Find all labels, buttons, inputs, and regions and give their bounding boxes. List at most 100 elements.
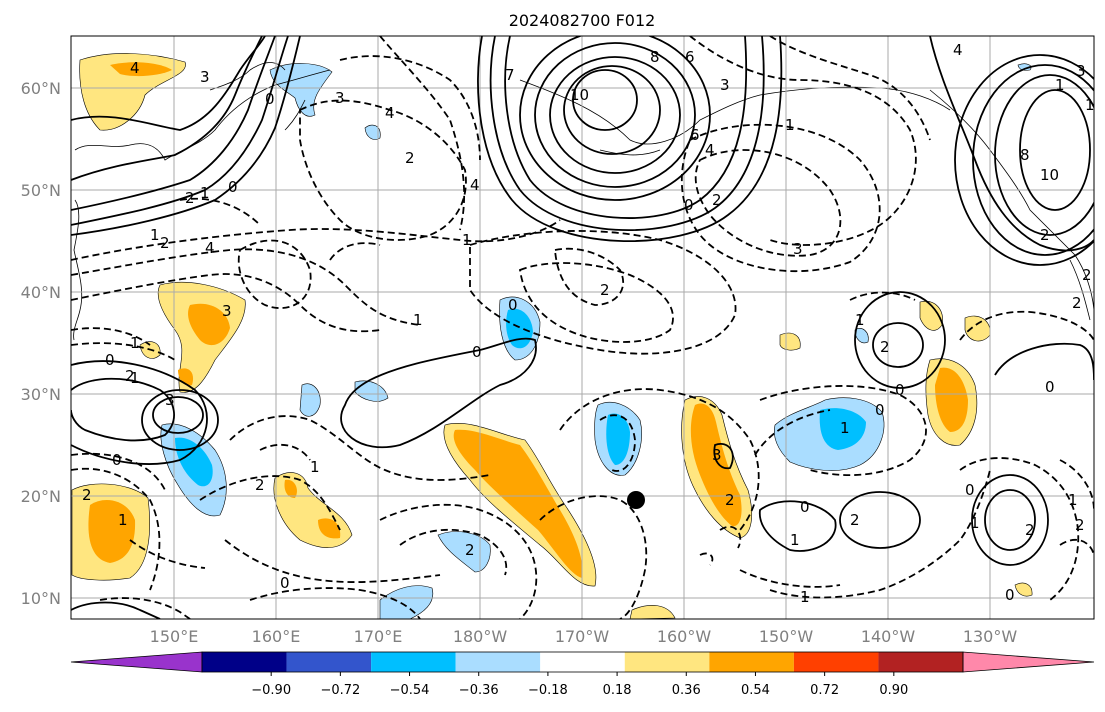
lon-label: 140°W	[861, 627, 916, 646]
lon-label: 160°W	[657, 627, 712, 646]
colorbar-box	[624, 652, 710, 672]
plot-area: 4 3 0 3 4 2 2 1 0 1 2 4 3 1 0 1 2 3 0 0 …	[71, 36, 1095, 619]
colorbar-tick-label: −0.90	[251, 683, 291, 698]
colorbar-tick-label: −0.72	[320, 683, 360, 698]
contour-label: 0	[800, 498, 810, 516]
contour-label: 2	[125, 367, 135, 385]
contour-label: 2	[1072, 294, 1082, 312]
contour-label: 1	[840, 419, 850, 437]
contour-label: 2	[1075, 516, 1085, 534]
contour-label: 0	[228, 178, 238, 196]
colorbar-tick-label: 0.90	[879, 683, 908, 698]
contour-label: 2	[880, 338, 890, 356]
contour-label: 1	[413, 311, 423, 329]
colorbar-tick-label: 0.54	[741, 683, 770, 698]
contour-label: 4	[953, 41, 963, 59]
contour-label: 2	[1040, 226, 1050, 244]
contour-label: 6	[685, 48, 695, 66]
colorbar-box	[202, 652, 287, 672]
contour-label: 3	[1076, 62, 1086, 80]
lat-label: 50°N	[21, 181, 61, 200]
contour-label: 3	[793, 240, 803, 258]
colorbar-extend-high	[962, 651, 1095, 673]
contour-label: 2	[82, 486, 92, 504]
colorbar: −0.90 −0.72 −0.54 −0.36 −0.18 0.18 0.36 0.54 0.7…	[70, 651, 1095, 698]
contour-label: 2	[185, 189, 195, 207]
lon-label: 180°W	[453, 627, 508, 646]
lon-label: 150°W	[759, 627, 814, 646]
lon-axis: 150°E 160°E 170°E 180°W 170°W 160°W 150°…	[150, 627, 1018, 646]
contour-label: 1	[790, 531, 800, 549]
contour-label: 1	[970, 514, 980, 532]
contour-label: 3	[720, 76, 730, 94]
solid-contours	[71, 36, 1094, 619]
lat-label: 60°N	[21, 79, 61, 98]
contour-label: 4	[130, 59, 140, 77]
lon-label: 160°E	[252, 627, 301, 646]
contour-label: 0	[1045, 378, 1055, 396]
contour-label: 1	[462, 231, 472, 249]
gridlines	[71, 36, 1094, 619]
colorbar-tick-label: −0.18	[528, 683, 568, 698]
contour-labels: 4 3 0 3 4 2 2 1 0 1 2 4 3 1 0 1 2 3 0 0 …	[82, 41, 1095, 606]
contour-label: 0	[895, 381, 905, 399]
contour-label: 0	[508, 296, 518, 314]
contour-label: 1	[800, 588, 810, 606]
contour-label: 2	[725, 491, 735, 509]
lat-label: 30°N	[21, 385, 61, 404]
colorbar-box	[371, 652, 456, 672]
contour-label: 10	[570, 86, 589, 104]
contour-label: 2	[255, 476, 265, 494]
contour-label: 1	[1085, 96, 1095, 114]
lon-label: 170°W	[555, 627, 610, 646]
contour-label: 1	[855, 311, 865, 329]
contour-label: 1	[130, 369, 140, 387]
contour-label: 0	[265, 90, 275, 108]
contour-label: 3	[222, 302, 232, 320]
contour-label: 3	[200, 68, 210, 86]
dashed-contours	[71, 36, 1094, 619]
negative-shading-medium	[175, 308, 866, 487]
colorbar-extend-low	[70, 651, 203, 673]
contour-label: 8	[650, 48, 660, 66]
lon-label: 170°E	[354, 627, 403, 646]
contour-label: 0	[875, 401, 885, 419]
contour-label: 0	[112, 451, 122, 469]
colorbar-box	[540, 652, 625, 672]
contour-label: 4	[385, 104, 395, 122]
contour-label: 0	[965, 481, 975, 499]
contour-label: 3	[712, 446, 722, 464]
colorbar-box	[455, 652, 541, 672]
contour-label: 10	[1040, 166, 1059, 184]
lon-label: 130°W	[963, 627, 1018, 646]
contour-label: 1	[1068, 491, 1078, 509]
lon-label: 150°E	[150, 627, 199, 646]
contour-label: 1	[130, 334, 140, 352]
contour-label: 2	[465, 541, 475, 559]
contour-label: 1	[118, 511, 128, 529]
contour-label: 2	[600, 281, 610, 299]
contour-label: 2	[712, 191, 722, 209]
contour-label: 4	[205, 239, 215, 257]
colorbar-tick-label: −0.36	[459, 683, 499, 698]
colorbar-box	[286, 652, 372, 672]
contour-label: 1	[785, 116, 795, 134]
contour-label: 2	[405, 149, 415, 167]
contour-label: 3	[165, 391, 175, 409]
contour-label: 6	[690, 126, 700, 144]
contour-label: 2	[1082, 266, 1092, 284]
contour-label: 0	[1005, 586, 1015, 604]
colorbar-tick-label: 0.72	[810, 683, 839, 698]
contour-label: 0	[472, 343, 482, 361]
contour-label: 1	[1055, 76, 1065, 94]
contour-label: 3	[335, 89, 345, 107]
colorbar-tick-label: 0.36	[672, 683, 701, 698]
contour-label: 8	[1020, 146, 1030, 164]
colorbar-box	[878, 652, 963, 672]
lat-label: 20°N	[21, 487, 61, 506]
lat-label: 10°N	[21, 589, 61, 608]
contour-label: 4	[705, 141, 715, 159]
contour-label: 4	[470, 176, 480, 194]
contour-label: 1	[150, 226, 160, 244]
